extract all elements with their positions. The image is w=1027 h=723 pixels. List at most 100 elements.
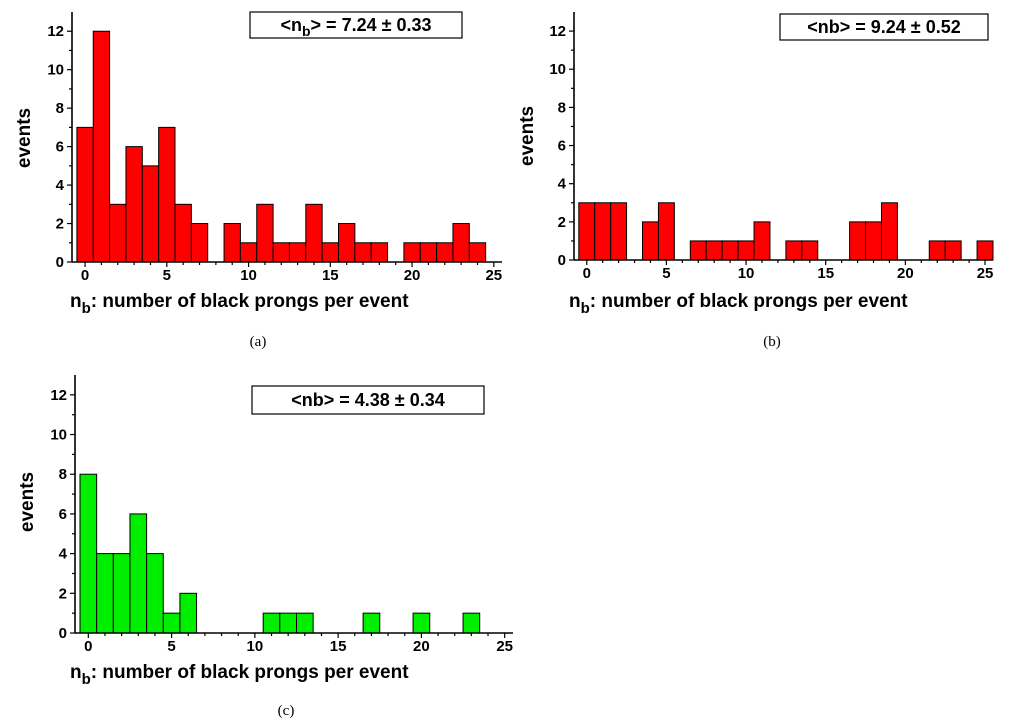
y-tick-label: 2	[59, 585, 67, 602]
y-tick-label: 6	[56, 139, 64, 156]
annotation-box	[251, 385, 485, 415]
histogram-bar	[928, 240, 946, 261]
histogram-bar	[141, 165, 160, 263]
y-tick-label: 8	[59, 466, 67, 483]
histogram-bar	[76, 126, 94, 263]
x-tick-label: 20	[897, 265, 914, 282]
annotation-pre: <nb> = 4.38 ± 0.34	[291, 390, 444, 410]
y-tick-label: 2	[558, 214, 566, 231]
histogram-bar	[657, 202, 675, 261]
histogram-bar	[578, 202, 596, 261]
histogram-bar	[125, 146, 143, 263]
y-tick-label: 8	[56, 100, 64, 117]
histogram-bar	[146, 553, 164, 634]
x-tick-label: 5	[167, 638, 175, 655]
y-tick-label: 0	[56, 254, 64, 271]
x-tick-label: 20	[413, 638, 430, 655]
histogram-bar	[642, 221, 659, 261]
x-axis-label: nb: number of black prongs per event	[70, 291, 409, 317]
y-axis-label: events	[17, 472, 38, 532]
histogram-bar	[880, 202, 898, 261]
annotation-pre: <n	[280, 15, 302, 35]
y-tick-label: 12	[47, 23, 64, 40]
x-tick-label: 5	[163, 267, 171, 284]
histogram-bar	[419, 242, 438, 263]
histogram-bar	[92, 30, 111, 263]
x-tick-label: 20	[404, 267, 421, 284]
y-tick-label: 10	[50, 427, 67, 444]
histogram-bar	[362, 612, 381, 634]
y-tick-label: 6	[558, 138, 566, 155]
histogram-bar	[801, 240, 819, 261]
x-tick-label: 15	[817, 265, 834, 282]
y-tick-label: 4	[56, 177, 65, 194]
histogram-bar	[753, 221, 771, 261]
histogram-bar	[594, 202, 612, 261]
y-tick-label: 0	[59, 625, 67, 642]
y-axis-label: events	[517, 106, 538, 166]
annotation-box	[249, 11, 463, 39]
chart-panel-2: 0 2 4 6 8 10 12 0 5 10 15 20 25 events nb: number of b…	[17, 375, 513, 719]
histogram-bar	[370, 242, 389, 263]
x-axis-label-main: n	[70, 291, 82, 312]
histogram-bar	[785, 240, 803, 261]
chart-panel-1: 0 2 4 6 8 10 12 0 5 10 15 20 25 events nb: number of b…	[517, 12, 994, 350]
histogram-bar	[190, 223, 209, 263]
x-tick-label: 25	[485, 267, 502, 284]
y-tick-label: 10	[47, 62, 64, 79]
x-tick-label: 10	[738, 265, 755, 282]
y-tick-label: 8	[558, 99, 566, 116]
y-axis-label: events	[14, 108, 35, 168]
y-tick-label: 12	[50, 387, 67, 404]
x-axis-label-sub: b	[82, 671, 91, 688]
histogram-bar	[976, 240, 994, 261]
histogram-bar	[403, 242, 421, 263]
histogram-bar	[436, 242, 454, 263]
x-tick-label: 10	[240, 267, 257, 284]
histogram-bar	[865, 221, 882, 261]
histogram-bar	[112, 553, 131, 634]
histogram-bar	[452, 223, 470, 263]
x-axis-label-main: n	[70, 662, 82, 683]
annotation-text: <nb> = 9.24 ± 0.52	[807, 17, 960, 37]
histogram-bar	[279, 612, 297, 634]
x-axis-label-sub: b	[581, 300, 590, 317]
x-axis-label-sub: b	[82, 300, 91, 317]
histogram-bar	[321, 242, 339, 263]
y-tick-label: 4	[59, 546, 68, 563]
x-axis-label-main: n	[569, 291, 581, 312]
x-tick-label: 15	[322, 267, 339, 284]
x-axis-label-rest: : number of black prongs per event	[590, 291, 908, 312]
x-tick-label: 10	[247, 638, 264, 655]
annotation-post: > = 7.24 ± 0.33	[311, 15, 432, 35]
histogram-bar	[174, 203, 192, 263]
annotation-text: <nb> = 4.38 ± 0.34	[291, 390, 444, 410]
x-axis-label-rest: : number of black prongs per event	[91, 662, 409, 683]
panel-caption: (a)	[250, 334, 267, 350]
x-tick-label: 15	[330, 638, 347, 655]
x-axis-label: nb: number of black prongs per event	[70, 662, 409, 688]
histogram-bar	[296, 612, 314, 634]
histogram-bar	[223, 223, 241, 263]
x-tick-label: 0	[84, 638, 92, 655]
histogram-bar	[162, 612, 181, 634]
y-tick-label: 2	[56, 216, 64, 233]
x-tick-label: 5	[662, 265, 670, 282]
histogram-bar	[721, 240, 739, 261]
histogram-bar	[179, 592, 198, 634]
histogram-bar	[354, 242, 372, 263]
histogram-bar	[944, 240, 962, 261]
x-axis-label: nb: number of black prongs per event	[569, 291, 908, 317]
histogram-bar	[109, 203, 127, 263]
histogram-bar	[705, 240, 723, 261]
histogram-bar	[849, 221, 867, 261]
annotation-pre: <nb> = 9.24 ± 0.52	[807, 17, 960, 37]
histogram-bar	[262, 612, 281, 634]
panel-caption: (b)	[763, 334, 781, 350]
histogram-bar	[272, 242, 290, 263]
histogram-bar	[256, 203, 274, 263]
x-axis-label-rest: : number of black prongs per event	[91, 291, 409, 312]
annotation-box	[779, 13, 989, 41]
